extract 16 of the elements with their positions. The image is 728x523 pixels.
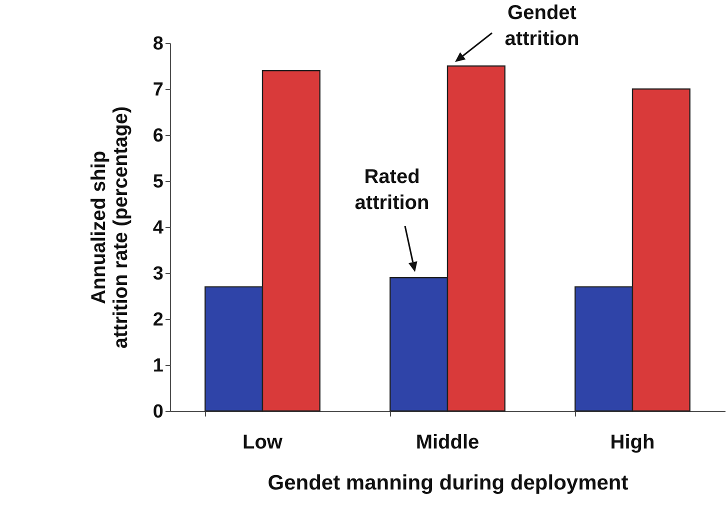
x-tick-label: Low — [242, 432, 283, 454]
annotation: Gendet attrition — [504, 2, 580, 50]
y-tick-label: 3 — [152, 264, 164, 284]
x-tick-label: Middle — [416, 432, 480, 454]
y-tick-label: 1 — [152, 356, 164, 376]
y-tick-label: 8 — [152, 34, 164, 54]
y-tick-label: 6 — [152, 126, 164, 146]
x-axis-title: Gendet manning during deployment — [268, 472, 628, 494]
y-tick-label: 4 — [152, 218, 164, 238]
x-tick-label: High — [610, 432, 655, 454]
y-axis-title: Annualized ship attrition rate (percentage) — [88, 106, 132, 349]
annotation: Rated attrition — [354, 166, 430, 214]
y-tick-label: 5 — [152, 172, 164, 192]
y-tick-label: 7 — [152, 80, 164, 100]
y-tick-label: 0 — [152, 402, 164, 422]
y-tick-label: 2 — [152, 310, 164, 330]
